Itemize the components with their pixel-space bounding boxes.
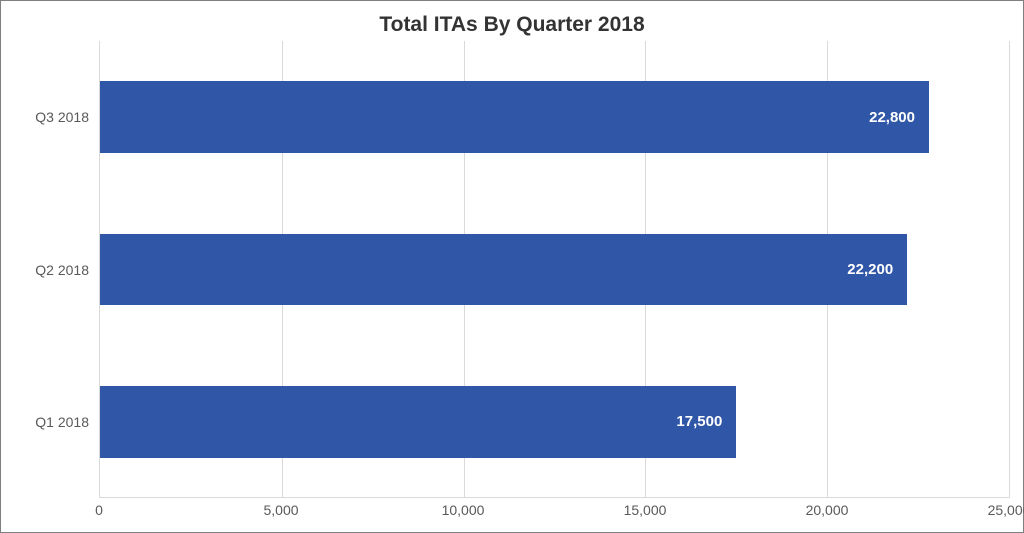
x-tick-label: 0 <box>95 502 103 518</box>
bar: 22,800 <box>100 81 929 153</box>
x-tick-label: 5,000 <box>263 502 298 518</box>
x-tick-label: 15,000 <box>624 502 667 518</box>
chart-title: Total ITAs By Quarter 2018 <box>1 1 1023 41</box>
x-tick-label: 20,000 <box>806 502 849 518</box>
y-axis-labels: Q3 2018 Q2 2018 Q1 2018 <box>1 41 99 498</box>
chart-frame: Total ITAs By Quarter 2018 Q3 2018 Q2 201… <box>0 0 1024 533</box>
bar-value-label: 17,500 <box>676 413 722 430</box>
bar-value-label: 22,200 <box>847 261 893 278</box>
y-tick-label: Q3 2018 <box>35 109 89 125</box>
y-tick-label: Q1 2018 <box>35 414 89 430</box>
x-axis-spacer <box>1 498 99 532</box>
x-axis-row: 0 5,000 10,000 15,000 20,000 25,000 <box>1 498 1023 532</box>
y-tick-label: Q2 2018 <box>35 262 89 278</box>
gridline <box>1009 41 1010 498</box>
x-tick-label: 25,000 <box>988 502 1024 518</box>
x-axis-labels: 05,00010,00015,00020,00025,000 <box>99 498 1009 532</box>
plot-row: Q3 2018 Q2 2018 Q1 2018 22,800 22,200 17,500 <box>1 41 1023 498</box>
bar: 17,500 <box>100 386 736 458</box>
bar-value-label: 22,800 <box>869 109 915 126</box>
plot-area: 22,800 22,200 17,500 <box>99 41 1009 498</box>
x-tick-label: 10,000 <box>442 502 485 518</box>
bar: 22,200 <box>100 234 907 306</box>
